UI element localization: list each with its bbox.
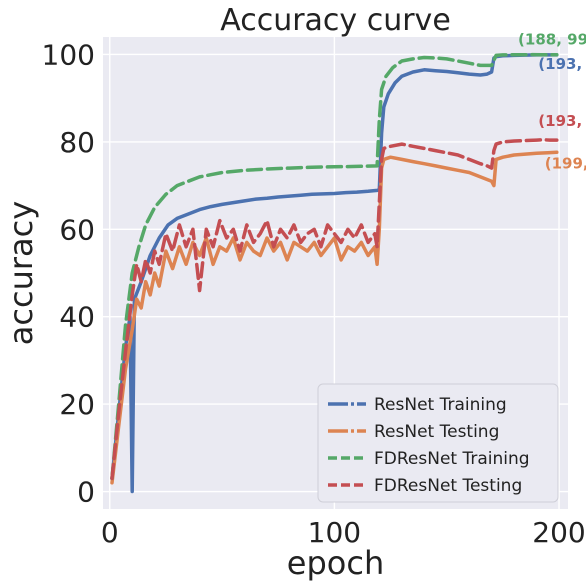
series-layer [110,52,559,494]
legend-box [317,383,559,503]
x-tick-label: 100 [308,516,361,549]
series-line-fdresnet-training [110,52,559,481]
legend-label-resnet-testing: ResNet Testing [374,422,499,442]
legend-label-resnet-training: ResNet Training [374,395,507,415]
y-axis-label: accuracy [2,201,40,345]
legend-label-fdresnet-testing: FDResNet Testing [374,476,522,496]
x-tick-label: 0 [101,516,119,549]
annotation-resnet-testing: (199, 77.62) [545,154,586,172]
annotations: (188, 99.97) (193, 99.92) (193, 80.47) (199… [518,31,586,173]
series-line-resnet-testing [110,150,559,485]
annotation-fdresnet-training: (188, 99.97) [518,31,586,49]
series-line-resnet-training [110,53,559,494]
legend: ResNet Training ResNet Testing FDResNet Tr… [317,383,559,503]
legend-label-fdresnet-training: FDResNet Training [374,449,530,469]
annotation-resnet-training: (193, 99.92) [538,55,586,73]
y-tick-label: 40 [59,301,95,334]
y-tick-label: 80 [59,126,95,159]
y-tick-label: 0 [77,476,95,509]
chart-title: Accuracy curve [220,3,451,38]
annotation-fdresnet-testing: (193, 80.47) [538,112,586,130]
y-tick-label: 100 [42,38,95,71]
x-axis-label: epoch [287,544,384,582]
x-tick-label: 200 [532,516,585,549]
tick-labels: 0 20 40 60 80 100 0 100 200 [42,38,586,549]
y-tick-label: 60 [59,213,95,246]
series-line-fdresnet-testing [110,138,559,481]
y-tick-label: 20 [59,388,95,421]
